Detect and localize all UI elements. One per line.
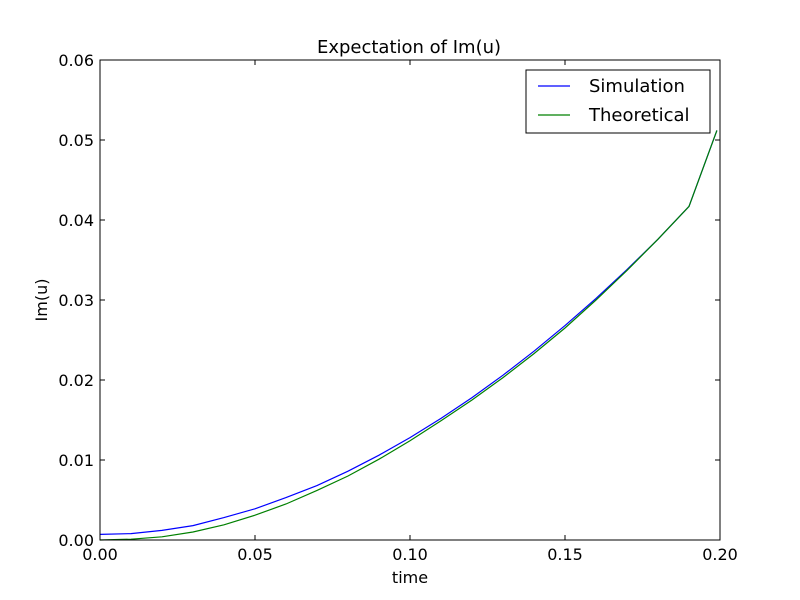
series-line-simulation <box>99 130 718 535</box>
plot-background <box>100 60 720 540</box>
y-tick-label: 0.02 <box>58 371 94 390</box>
ticks-layer: 0.00 0.05 0.10 0.15 0.20 0.00 0.01 0.02 0.03 0.04… <box>58 51 737 564</box>
y-axis-label: Im(u) <box>32 279 51 322</box>
x-tick-label: 0.00 <box>82 545 118 564</box>
x-tick-label: 0.20 <box>702 545 738 564</box>
y-tick-label: 0.01 <box>58 451 94 470</box>
x-tick-label: 0.05 <box>237 545 273 564</box>
legend-simulation-label: Simulation <box>589 76 685 97</box>
plot-area: 0.00 0.05 0.10 0.15 0.20 0.00 0.01 0.02 0.03 0.04… <box>58 51 737 564</box>
x-tick-label: 0.15 <box>547 545 583 564</box>
legend: Simulation Theoretical <box>525 69 711 134</box>
plot-frame <box>99 59 721 541</box>
series-layer <box>99 130 718 541</box>
y-tick-label: 0.03 <box>58 291 94 310</box>
chart-title: Expectation of Im(u) <box>317 37 501 58</box>
legend-theoretical-label: Theoretical <box>588 105 690 126</box>
x-tick-label: 0.10 <box>392 545 428 564</box>
y-tick-label: 0.05 <box>58 131 94 150</box>
y-tick-label: 0.04 <box>58 211 94 230</box>
x-axis-label: time <box>392 568 428 587</box>
y-tick-label: 0.06 <box>58 51 94 70</box>
y-tick-label: 0.00 <box>58 531 94 550</box>
series-line-theoretical <box>99 130 718 541</box>
legend-box <box>525 69 711 134</box>
